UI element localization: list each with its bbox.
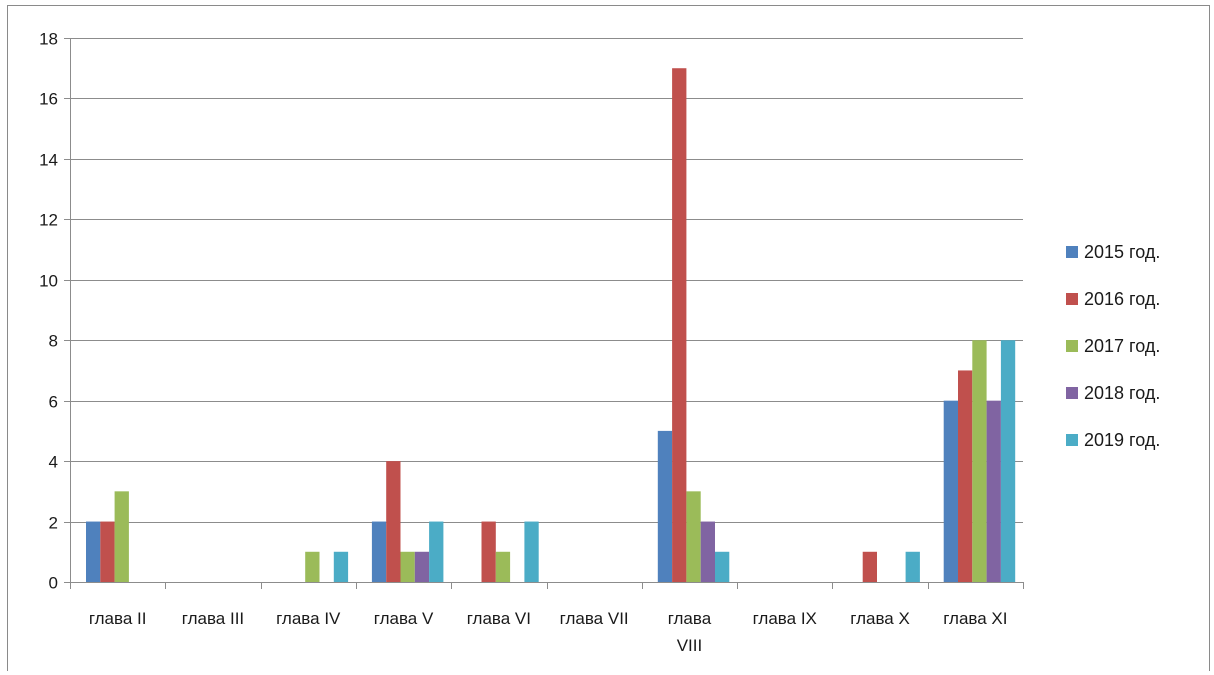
legend-swatch (1066, 246, 1078, 258)
y-tick-label: 2 (49, 514, 58, 533)
bar (700, 521, 715, 582)
bar (686, 491, 701, 582)
y-tick-label: 10 (39, 272, 58, 291)
bar (972, 340, 987, 582)
legend-label: 2018 год. (1084, 383, 1160, 403)
y-tick-label: 18 (39, 30, 58, 49)
bar (524, 521, 539, 582)
legend: 2015 год. 2016 год. 2017 год. 2018 год. 2019… (1066, 242, 1160, 450)
bars (86, 68, 1016, 582)
x-tick-label: VIII (677, 636, 703, 655)
bar (905, 551, 920, 582)
chart-frame (7, 5, 1210, 671)
legend-swatch (1066, 340, 1078, 352)
legend-swatch (1066, 434, 1078, 446)
x-tick-label: глава VII (560, 609, 629, 628)
bar (672, 68, 687, 582)
x-axis: глава II глава III глава IV глава V глава VI… (70, 582, 1024, 655)
bar (657, 430, 673, 582)
bar (943, 400, 958, 582)
bar (986, 400, 1001, 582)
legend-label: 2016 год. (1084, 289, 1160, 309)
legend-label: 2017 год. (1084, 336, 1160, 356)
bar (386, 461, 401, 582)
y-tick-label: 8 (49, 332, 58, 351)
bar (86, 521, 101, 582)
y-tick-label: 14 (39, 151, 58, 170)
gridlines (70, 38, 1023, 523)
legend-label: 2019 год. (1084, 430, 1160, 450)
x-tick-label: глава (668, 609, 712, 628)
bar (958, 370, 973, 582)
bar (862, 551, 877, 582)
y-axis: 0 2 4 6 8 10 12 14 16 18 (39, 30, 71, 593)
x-tick-label: глава XI (943, 609, 1007, 628)
x-tick-label: глава IX (753, 609, 817, 628)
bar (715, 551, 730, 582)
bar (481, 521, 496, 582)
bar (333, 551, 349, 582)
bar (495, 551, 511, 582)
bar (371, 521, 387, 582)
x-tick-label: глава III (182, 609, 244, 628)
y-tick-label: 12 (39, 211, 58, 230)
y-tick-label: 4 (49, 453, 58, 472)
x-tick-label: глава II (89, 609, 147, 628)
legend-swatch (1066, 387, 1078, 399)
y-tick-label: 0 (49, 574, 58, 593)
bar (1000, 340, 1016, 582)
y-tick-label: 6 (49, 393, 58, 412)
bar (414, 551, 430, 582)
bar (114, 491, 129, 582)
bar (305, 551, 320, 582)
x-tick-label: глава VI (467, 609, 531, 628)
x-tick-label: глава X (850, 609, 910, 628)
legend-label: 2015 год. (1084, 242, 1160, 262)
y-tick-label: 16 (39, 90, 58, 109)
bar (400, 551, 415, 582)
bar (100, 521, 115, 582)
x-tick-label: глава IV (276, 609, 341, 628)
legend-swatch (1066, 293, 1078, 305)
x-tick-label: глава V (374, 609, 434, 628)
bar (429, 521, 444, 582)
